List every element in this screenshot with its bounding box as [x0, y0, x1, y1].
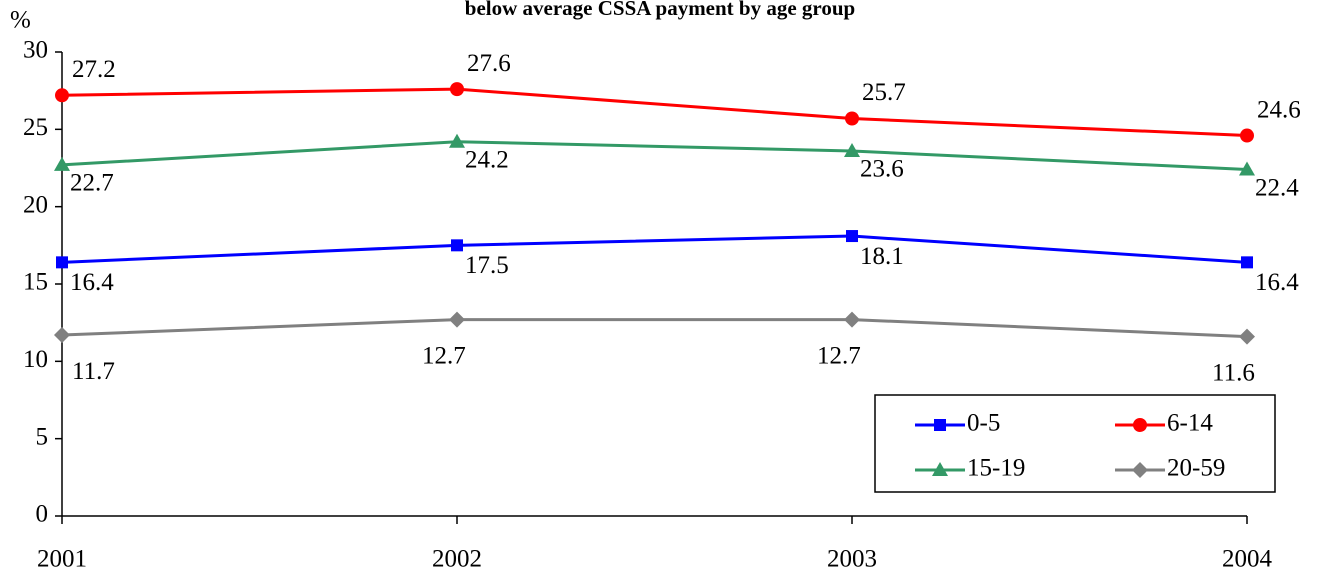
- marker: [449, 311, 465, 328]
- data-label: 16.4: [1255, 269, 1299, 296]
- marker: [932, 462, 948, 476]
- marker: [1241, 256, 1253, 269]
- x-tick-label: 2001: [37, 546, 87, 573]
- marker: [56, 256, 68, 269]
- marker: [845, 111, 859, 126]
- data-label: 12.7: [422, 342, 466, 369]
- data-label: 11.7: [72, 358, 115, 385]
- x-tick-label: 2004: [1222, 546, 1273, 573]
- legend-label: 0-5: [967, 410, 1000, 437]
- series-line: [61, 87, 1248, 138]
- data-label: 27.2: [72, 56, 116, 83]
- legend: [874, 394, 1276, 493]
- legend-label: 6-14: [1167, 410, 1213, 437]
- x-tick-label: 2003: [827, 546, 877, 573]
- series-line: [61, 140, 1248, 172]
- marker: [1239, 328, 1255, 345]
- data-label: 12.7: [817, 342, 861, 369]
- series-line: [61, 234, 1248, 264]
- data-label: 22.4: [1255, 174, 1299, 201]
- marker: [1239, 161, 1255, 176]
- marker: [1133, 418, 1147, 432]
- marker: [449, 133, 465, 148]
- data-label: 17.5: [465, 252, 509, 279]
- data-label: 22.7: [70, 170, 114, 197]
- data-label: 25.7: [862, 79, 906, 106]
- data-label: 18.1: [860, 243, 904, 270]
- y-tick-label: 5: [36, 423, 49, 450]
- legend-label: 20-59: [1167, 455, 1225, 482]
- marker: [450, 82, 464, 97]
- series-line: [61, 318, 1248, 339]
- marker: [54, 327, 70, 344]
- data-label: 23.6: [860, 156, 904, 183]
- data-label: 24.6: [1257, 96, 1301, 123]
- legend-label: 15-19: [967, 455, 1025, 482]
- marker: [846, 230, 858, 243]
- chart-title: below average CSSA payment by age group: [465, 0, 855, 20]
- y-axis-label: %: [10, 7, 31, 34]
- x-tick-label: 2002: [432, 546, 482, 573]
- data-label: 24.2: [465, 146, 509, 173]
- marker: [55, 88, 69, 103]
- y-tick-label: 10: [23, 346, 48, 373]
- y-tick-label: 0: [36, 501, 49, 528]
- marker: [451, 239, 463, 252]
- y-tick-label: 30: [23, 37, 48, 64]
- marker: [1240, 128, 1254, 143]
- marker: [1132, 462, 1148, 478]
- data-label: 27.6: [467, 50, 511, 77]
- data-label: 16.4: [70, 269, 114, 296]
- marker: [934, 419, 946, 431]
- data-label: 11.6: [1212, 359, 1255, 386]
- y-tick-label: 25: [23, 114, 48, 141]
- marker: [54, 156, 70, 171]
- y-tick-label: 20: [23, 191, 48, 218]
- marker: [844, 311, 860, 328]
- marker: [844, 142, 860, 157]
- y-tick-label: 15: [23, 269, 48, 296]
